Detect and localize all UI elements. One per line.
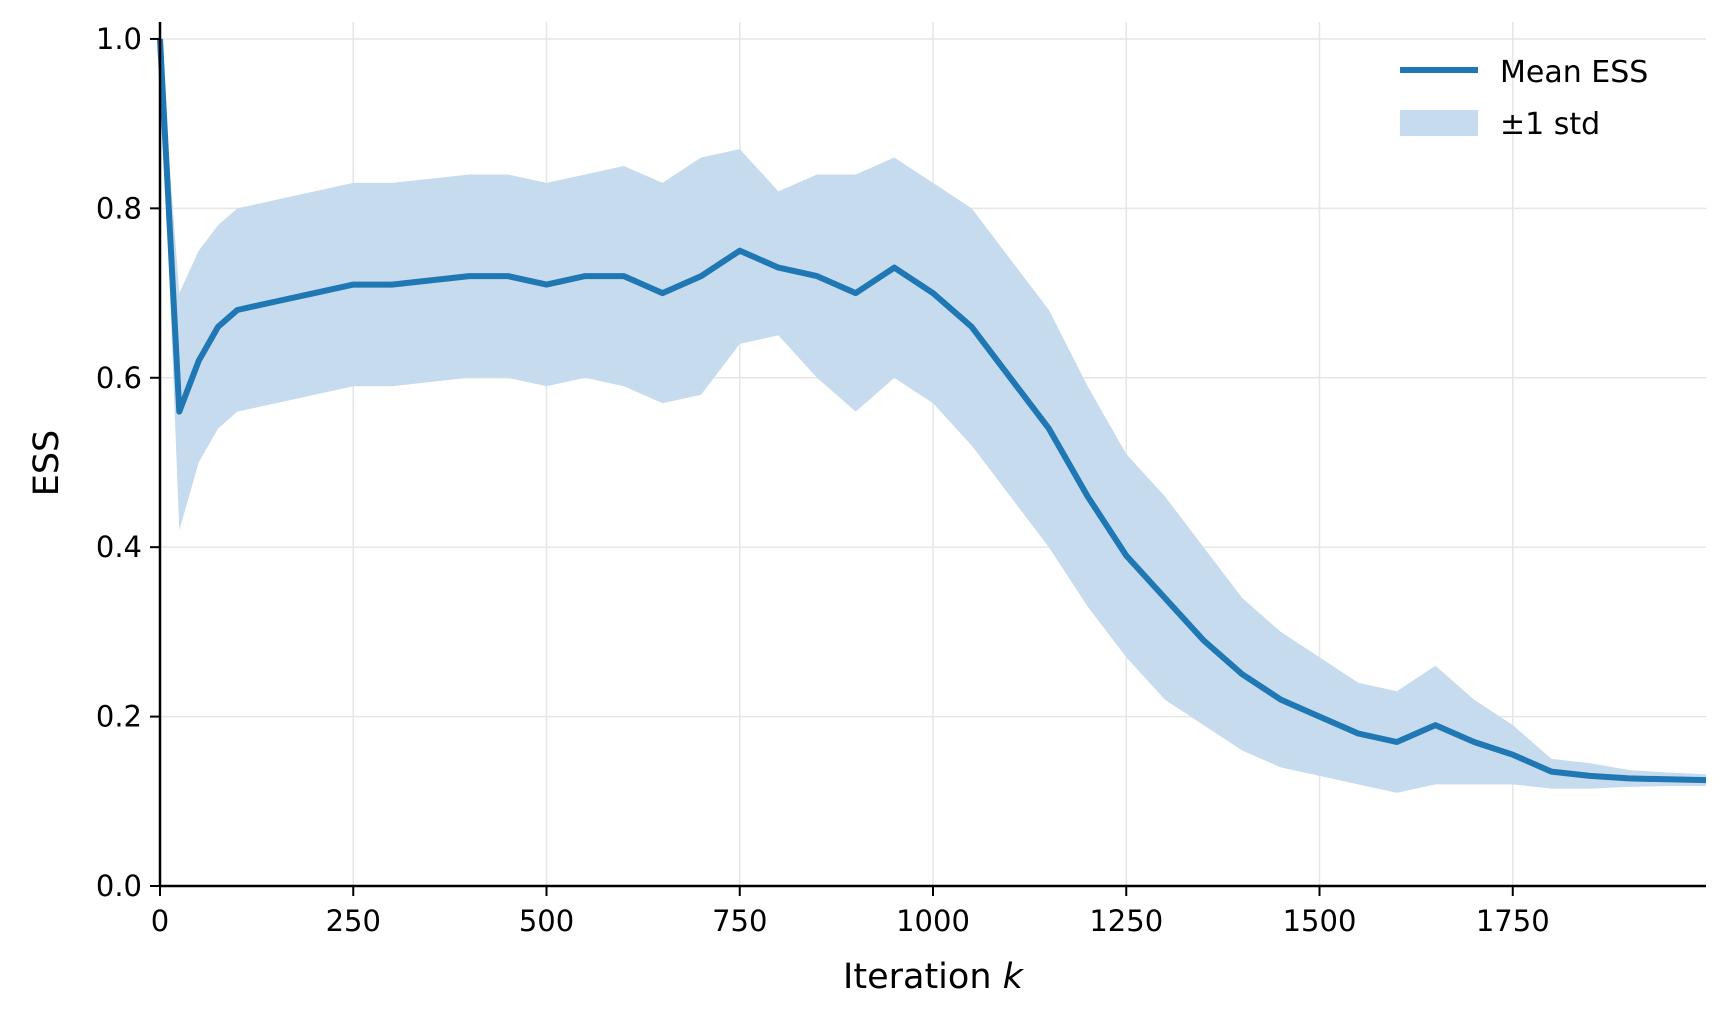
x-tick-label: 1500 bbox=[1283, 904, 1357, 938]
y-tick-label: 0.2 bbox=[96, 700, 142, 734]
legend: Mean ESS ±1 std bbox=[1400, 55, 1648, 142]
mean-line-layer bbox=[157, 38, 1707, 784]
y-tick-label: 0.0 bbox=[96, 869, 142, 903]
x-tick-label: 500 bbox=[519, 904, 574, 938]
y-axis-label: ESS bbox=[27, 430, 67, 497]
x-tick-label: 1750 bbox=[1476, 904, 1550, 938]
legend-band-swatch bbox=[1400, 110, 1478, 136]
x-tick-label: 250 bbox=[326, 904, 381, 938]
x-tick-label: 0 bbox=[151, 904, 169, 938]
x-ticks: 0 250 500 750 1000 1250 1500 1750 bbox=[151, 886, 1550, 938]
x-tick-label: 1000 bbox=[896, 904, 970, 938]
y-tick-label: 0.4 bbox=[96, 530, 142, 564]
x-axis-label-var: k bbox=[1003, 957, 1025, 997]
std-band bbox=[160, 38, 1706, 793]
std-band-layer bbox=[160, 38, 1706, 793]
legend-band-label: ±1 std bbox=[1500, 107, 1600, 142]
y-ticks: 0.0 0.2 0.4 0.6 0.8 1.0 bbox=[96, 22, 160, 903]
y-tick-label: 0.6 bbox=[96, 361, 142, 395]
x-tick-label: 1250 bbox=[1089, 904, 1163, 938]
x-axis-label: Iteration k bbox=[843, 957, 1025, 997]
legend-mean-label: Mean ESS bbox=[1500, 55, 1648, 90]
y-tick-label: 0.8 bbox=[96, 191, 142, 225]
x-tick-label: 750 bbox=[712, 904, 767, 938]
mean-ess-line bbox=[157, 38, 1707, 784]
y-tick-label: 1.0 bbox=[96, 22, 142, 56]
